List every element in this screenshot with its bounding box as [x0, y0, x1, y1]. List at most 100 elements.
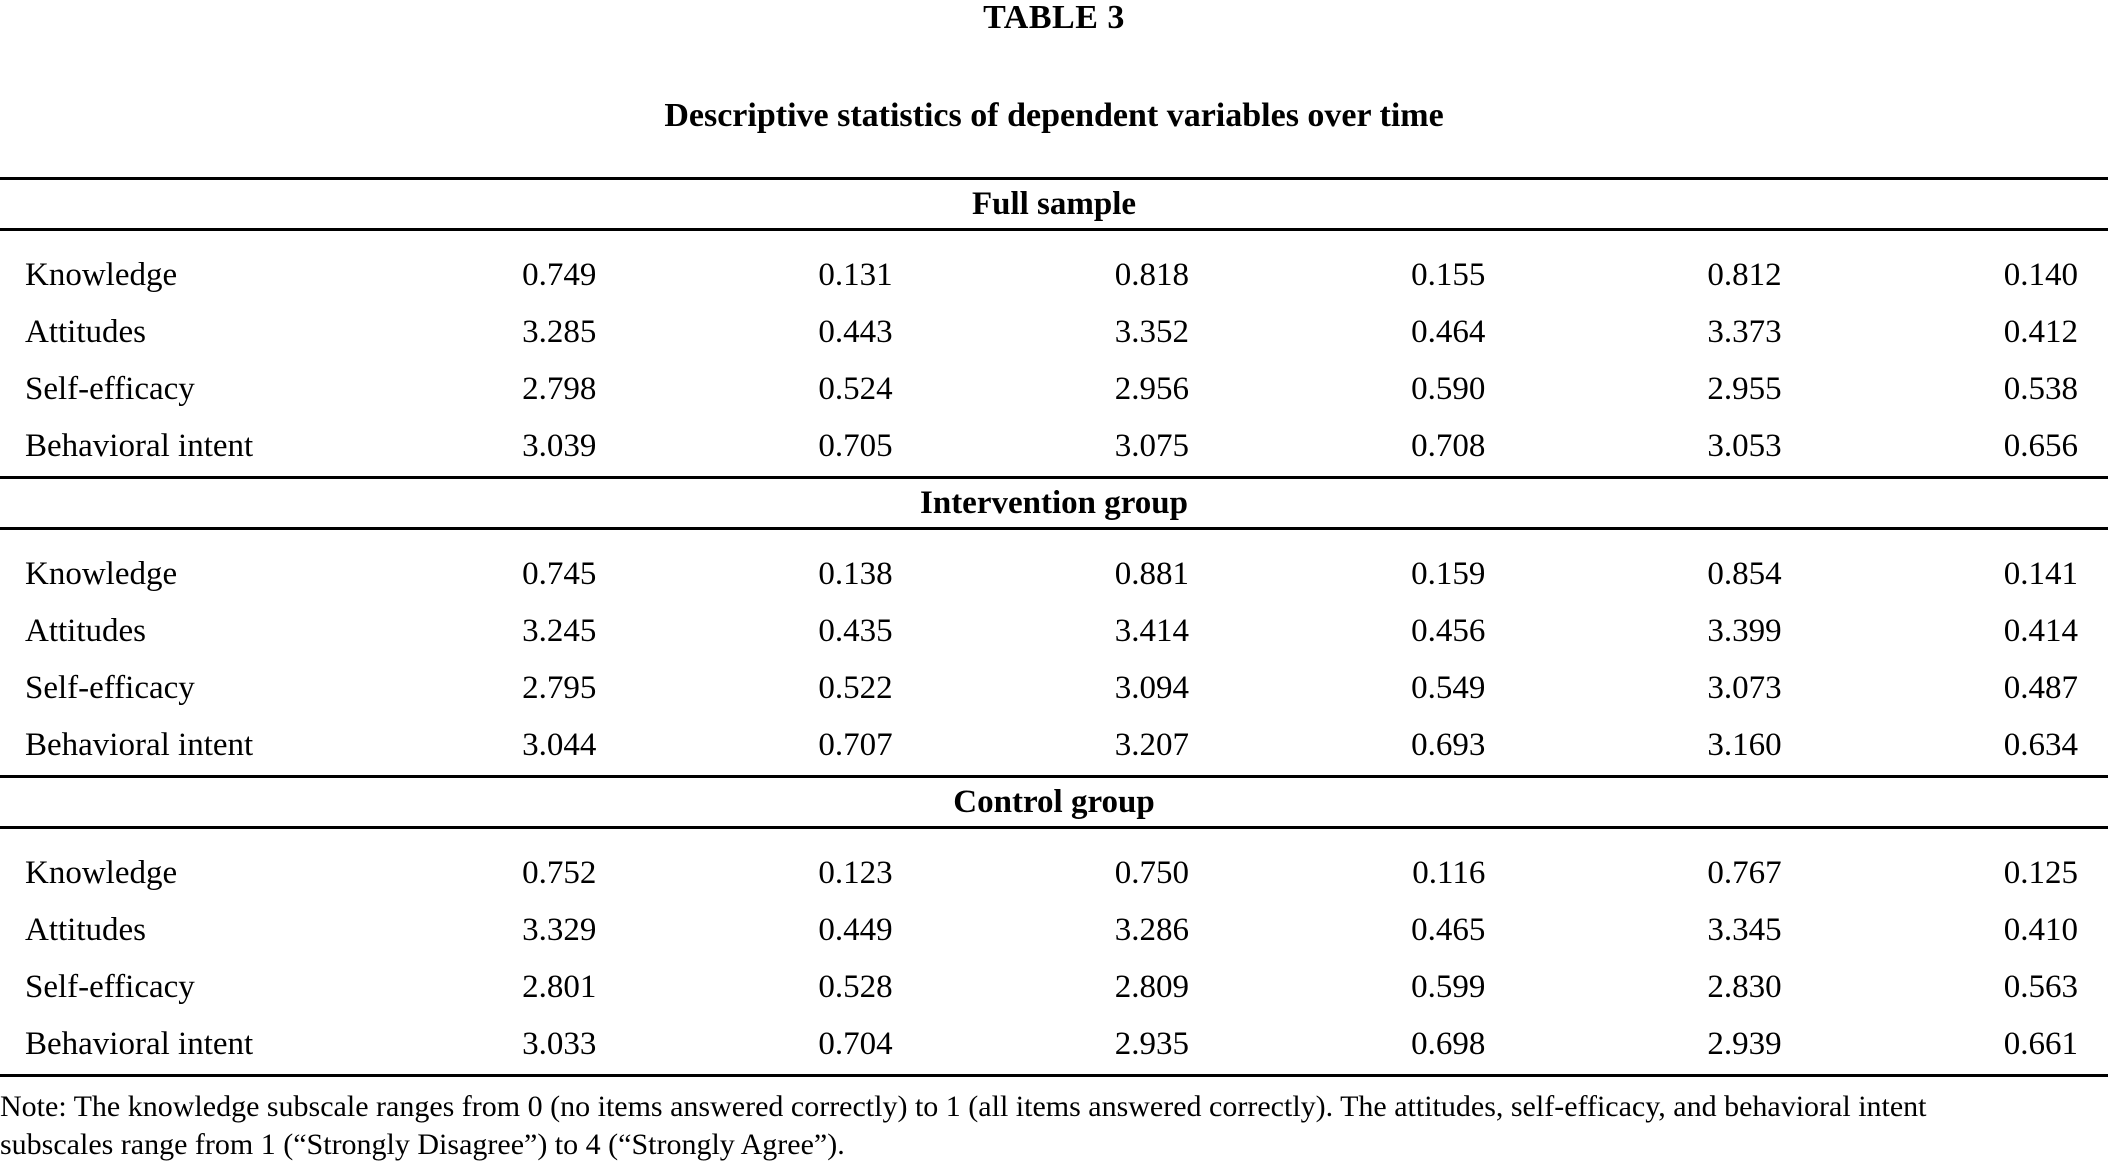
value-cell: 0.549 [1411, 670, 1486, 706]
value-cell: 0.812 [1707, 257, 1782, 293]
value-cell: 0.116 [1412, 855, 1486, 891]
value-cell: 3.207 [1114, 727, 1189, 763]
value-cell: 0.159 [1411, 556, 1486, 592]
value-cell: 0.524 [818, 371, 893, 407]
value-cell: 3.094 [1114, 670, 1189, 706]
value-cell: 2.801 [522, 969, 597, 1005]
value-cell: 0.698 [1411, 1026, 1486, 1062]
value-cell: 2.955 [1707, 371, 1782, 407]
value-cell: 0.125 [2003, 855, 2078, 891]
value-cell: 0.693 [1411, 727, 1486, 763]
table-row: Attitudes 3.245 0.435 3.414 0.456 3.399 … [0, 603, 2108, 660]
value-cell: 2.956 [1114, 371, 1189, 407]
row-label: Behavioral intent [25, 428, 254, 464]
section-header-control-group: Control group [0, 775, 2108, 829]
value-cell: 2.795 [522, 670, 597, 706]
value-cell: 0.708 [1411, 428, 1486, 464]
section-header-full-sample: Full sample [0, 177, 2108, 231]
table-row: Attitudes 3.285 0.443 3.352 0.464 3.373 … [0, 304, 2108, 361]
value-cell: 0.528 [818, 969, 893, 1005]
row-label: Behavioral intent [25, 1026, 254, 1062]
value-cell: 0.449 [818, 912, 893, 948]
table-row: Self-efficacy 2.795 0.522 3.094 0.549 3.… [0, 660, 2108, 717]
table-row: Behavioral intent 3.044 0.707 3.207 0.69… [0, 717, 2108, 774]
value-cell: 0.767 [1707, 855, 1782, 891]
row-label: Attitudes [25, 613, 146, 649]
value-cell: 3.073 [1707, 670, 1782, 706]
table-row: Self-efficacy 2.798 0.524 2.956 0.590 2.… [0, 361, 2108, 418]
row-label: Attitudes [25, 912, 146, 948]
value-cell: 3.053 [1707, 428, 1782, 464]
value-cell: 0.749 [522, 257, 597, 293]
value-cell: 0.752 [522, 855, 597, 891]
value-cell: 0.705 [818, 428, 893, 464]
value-cell: 0.140 [2003, 257, 2078, 293]
descriptive-stats-table: Full sample Knowledge 0.749 0.131 0.818 … [0, 177, 2108, 1077]
value-cell: 0.745 [522, 556, 597, 592]
value-cell: 3.039 [522, 428, 597, 464]
value-cell: 0.538 [2003, 371, 2078, 407]
value-cell: 3.245 [522, 613, 597, 649]
value-cell: 0.818 [1114, 257, 1189, 293]
value-cell: 0.656 [2003, 428, 2078, 464]
value-cell: 0.634 [2003, 727, 2078, 763]
table-row: Self-efficacy 2.801 0.528 2.809 0.599 2.… [0, 959, 2108, 1016]
table-number-title: TABLE 3 [983, 0, 1125, 36]
table-row: Behavioral intent 3.039 0.705 3.075 0.70… [0, 418, 2108, 475]
value-cell: 2.798 [522, 371, 597, 407]
value-cell: 0.464 [1411, 314, 1486, 350]
value-cell: 0.414 [2003, 613, 2078, 649]
value-cell: 3.033 [522, 1026, 597, 1062]
value-cell: 3.160 [1707, 727, 1782, 763]
value-cell: 0.465 [1411, 912, 1486, 948]
value-cell: 0.123 [818, 855, 893, 891]
row-label: Behavioral intent [25, 727, 254, 763]
section-rows-control-group: Knowledge 0.752 0.123 0.750 0.116 0.767 … [0, 829, 2108, 1074]
value-cell: 0.487 [2003, 670, 2078, 706]
value-cell: 0.590 [1411, 371, 1486, 407]
value-cell: 0.563 [2003, 969, 2078, 1005]
value-cell: 3.345 [1707, 912, 1782, 948]
row-label: Knowledge [25, 855, 178, 891]
section-header-intervention-group: Intervention group [0, 476, 2108, 530]
value-cell: 3.075 [1114, 428, 1189, 464]
value-cell: 0.661 [2003, 1026, 2078, 1062]
table-note-line-2: subscales range from 1 (“Strongly Disagr… [0, 1128, 845, 1161]
table-note-line-1: Note: The knowledge subscale ranges from… [0, 1090, 1927, 1123]
row-label: Self-efficacy [25, 969, 195, 1005]
table-row: Attitudes 3.329 0.449 3.286 0.465 3.345 … [0, 902, 2108, 959]
value-cell: 0.456 [1411, 613, 1486, 649]
value-cell: 3.044 [522, 727, 597, 763]
value-cell: 0.707 [818, 727, 893, 763]
table-row: Knowledge 0.752 0.123 0.750 0.116 0.767 … [0, 845, 2108, 902]
row-label: Knowledge [25, 257, 178, 293]
value-cell: 0.443 [818, 314, 893, 350]
value-cell: 0.522 [818, 670, 893, 706]
value-cell: 0.704 [818, 1026, 893, 1062]
value-cell: 0.155 [1411, 257, 1486, 293]
row-label: Self-efficacy [25, 371, 195, 407]
table-row: Knowledge 0.745 0.138 0.881 0.159 0.854 … [0, 546, 2108, 603]
value-cell: 0.435 [818, 613, 893, 649]
table-row: Behavioral intent 3.033 0.704 2.935 0.69… [0, 1016, 2108, 1073]
value-cell: 3.414 [1114, 613, 1189, 649]
value-cell: 0.750 [1114, 855, 1189, 891]
value-cell: 2.939 [1707, 1026, 1782, 1062]
value-cell: 0.141 [2003, 556, 2078, 592]
value-cell: 2.830 [1707, 969, 1782, 1005]
table-note: Note: The knowledge subscale ranges from… [0, 1088, 2108, 1164]
value-cell: 0.138 [818, 556, 893, 592]
section-rows-full-sample: Knowledge 0.749 0.131 0.818 0.155 0.812 … [0, 231, 2108, 476]
value-cell: 0.599 [1411, 969, 1486, 1005]
value-cell: 0.881 [1114, 556, 1189, 592]
value-cell: 3.399 [1707, 613, 1782, 649]
value-cell: 0.412 [2003, 314, 2078, 350]
value-cell: 2.935 [1114, 1026, 1189, 1062]
section-rows-intervention-group: Knowledge 0.745 0.138 0.881 0.159 0.854 … [0, 530, 2108, 775]
value-cell: 2.809 [1114, 969, 1189, 1005]
value-cell: 3.286 [1114, 912, 1189, 948]
value-cell: 3.373 [1707, 314, 1782, 350]
row-label: Attitudes [25, 314, 146, 350]
row-label: Self-efficacy [25, 670, 195, 706]
